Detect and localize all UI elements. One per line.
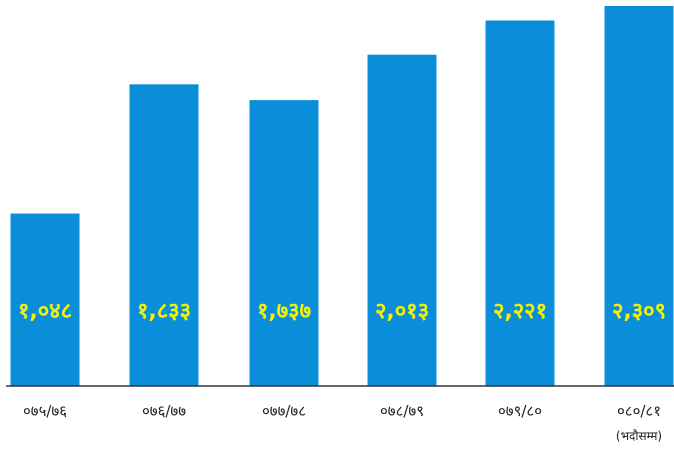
bar-1 [129, 84, 199, 386]
x-tick-label-1: ०७६/७७ [142, 402, 186, 420]
bar-4 [485, 20, 555, 387]
bar-5 [604, 6, 674, 386]
bar-2 [249, 100, 319, 386]
x-tick-label-5: ०८०/८१ [617, 402, 661, 420]
bars-group [10, 6, 674, 387]
labels-group: १,०४८ ०७५/७६ १,८३३ ०७६/७७ १,७३७ ०७७/७८ २,०१३ ०७… [18, 299, 666, 443]
bar-value-label-1: १,८३३ [137, 299, 191, 324]
x-tick-note-5: (भदौसम्म) [616, 429, 662, 443]
x-tick-label-2: ०७७/७८ [262, 402, 306, 420]
bar-value-label-0: १,०४८ [18, 299, 72, 324]
bar-value-label-3: २,०१३ [375, 299, 429, 324]
x-tick-label-4: ०७९/८० [498, 402, 542, 420]
bar-0 [10, 213, 80, 386]
bar-value-label-4: २,२२१ [493, 299, 547, 324]
bar-value-label-5: २,३०९ [612, 299, 666, 324]
bar-value-label-2: १,७३७ [257, 299, 311, 324]
x-tick-label-0: ०७५/७६ [23, 402, 67, 420]
bar-3 [367, 54, 437, 386]
x-tick-label-3: ०७८/७९ [380, 402, 424, 420]
